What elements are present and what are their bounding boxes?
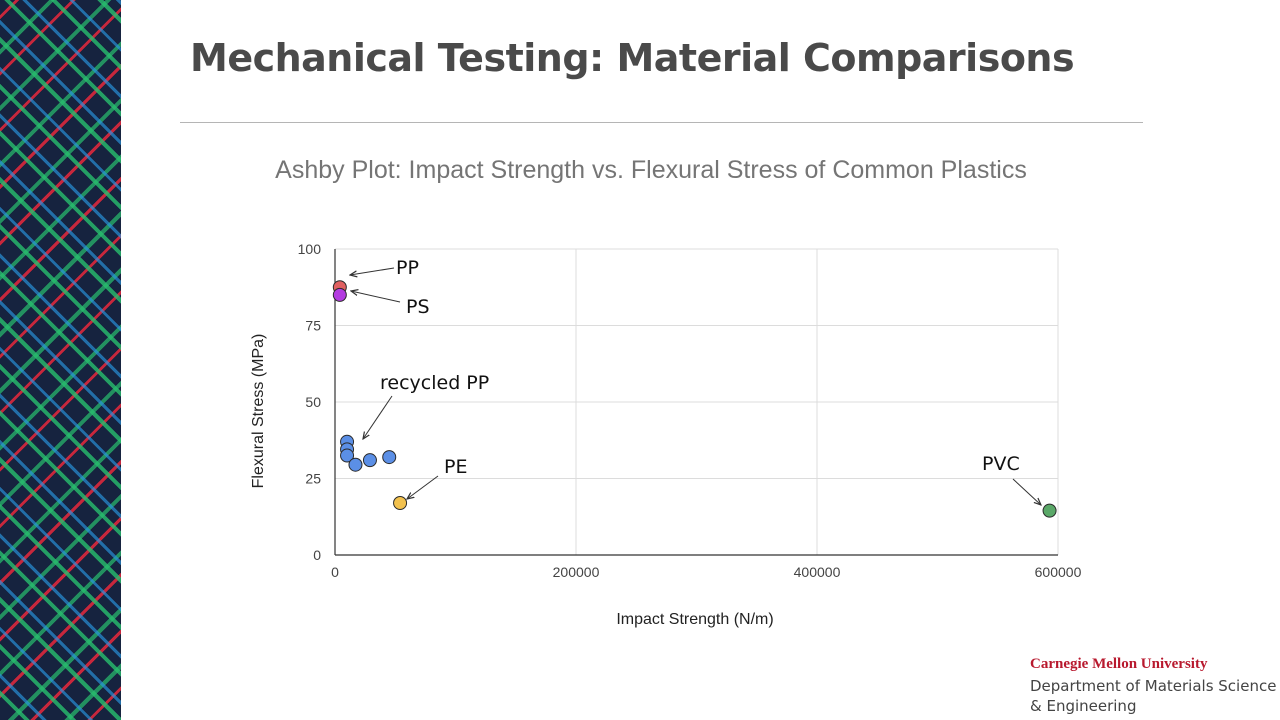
- annotation-label: PE: [444, 456, 467, 478]
- x-axis-label: Impact Strength (N/m): [616, 611, 773, 628]
- y-axis-label: Flexural Stress (MPa): [250, 334, 267, 489]
- annotation-arrows: [350, 267, 1041, 505]
- y-tick-label: 75: [305, 318, 321, 334]
- y-tick-label: 0: [313, 547, 321, 563]
- data-point: [382, 450, 397, 465]
- annotation-arrow: [1012, 478, 1041, 505]
- y-tick-label: 50: [305, 394, 321, 410]
- annotation-label: PS: [406, 296, 430, 318]
- x-tick-label: 600000: [1035, 564, 1082, 580]
- annotation-arrow: [351, 291, 401, 303]
- data-point: [332, 287, 347, 302]
- y-tick-label: 100: [298, 241, 322, 257]
- tartan-sidebar-decoration: [0, 0, 121, 720]
- data-point: [348, 457, 363, 472]
- department-line-2: & Engineering: [1030, 697, 1137, 715]
- x-tick-label: 400000: [794, 564, 841, 580]
- x-tick-label: 0: [331, 564, 339, 580]
- annotation-arrow: [363, 395, 393, 439]
- data-point: [362, 453, 377, 468]
- x-tick-label: 200000: [553, 564, 600, 580]
- data-point: [1042, 503, 1057, 518]
- chart-title: Ashby Plot: Impact Strength vs. Flexural…: [275, 156, 1027, 184]
- annotation-arrow: [350, 267, 395, 275]
- data-points: [332, 280, 1057, 518]
- chart-grid: [335, 248, 1059, 555]
- department-line-1: Department of Materials Science: [1030, 677, 1277, 695]
- annotation-label: recycled PP: [380, 372, 489, 394]
- chart-ticks: 0 25 50 75 100 0 200000 400000 600000: [298, 241, 1082, 580]
- title-divider: [180, 122, 1143, 123]
- department-name: Department of Materials Science & Engine…: [1030, 676, 1280, 716]
- data-point: [340, 448, 355, 463]
- annotation-arrow: [407, 475, 439, 499]
- university-wordmark: Carnegie Mellon University: [1030, 656, 1208, 672]
- annotation-label: PVC: [982, 453, 1020, 475]
- y-tick-label: 25: [305, 471, 321, 487]
- annotation-labels: PP PS recycled PP PE PVC: [380, 257, 1020, 478]
- data-point: [393, 495, 408, 510]
- slide-title: Mechanical Testing: Material Comparisons: [190, 36, 1075, 80]
- chart-axes: [334, 249, 1058, 556]
- annotation-label: PP: [396, 257, 419, 279]
